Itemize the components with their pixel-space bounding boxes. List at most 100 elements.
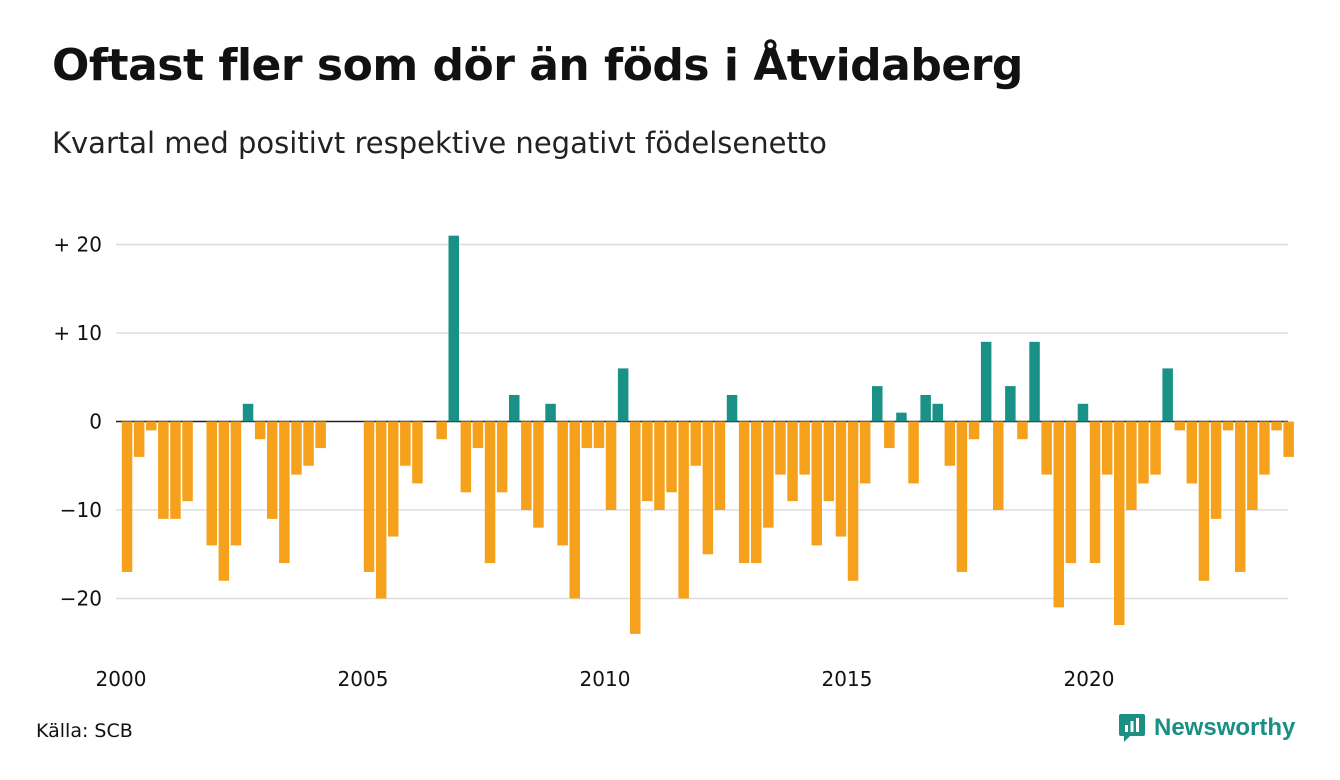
chart-subtitle: Kvartal med positivt respektive negativt… [52, 126, 827, 160]
bar-chart: + 20 + 10 0 −10 −20 2000 2005 2010 2015 2020 [53, 233, 1294, 691]
bar-negative [484, 421, 496, 564]
bar-negative [968, 421, 980, 440]
bar-positive [448, 235, 459, 422]
bar-negative [1053, 421, 1064, 608]
bar-negative [1101, 421, 1113, 475]
x-tick-label: 2010 [580, 667, 631, 691]
bar-negative [363, 421, 375, 572]
bar-positive [932, 403, 943, 422]
bar-positive [1029, 341, 1040, 422]
y-axis-ticks: + 20 + 10 0 −10 −20 [53, 233, 102, 611]
bar-negative [400, 421, 411, 466]
bar-negative [279, 421, 290, 564]
bar-negative [472, 421, 484, 449]
bar-negative [1065, 421, 1077, 564]
bar-negative [666, 421, 677, 493]
bar-negative [533, 421, 544, 528]
bar-positive [1005, 386, 1016, 422]
bar-negative [775, 421, 786, 475]
bar-negative [254, 421, 266, 440]
bar-negative [702, 421, 714, 555]
bar-negative [738, 421, 750, 564]
bar-negative [787, 421, 798, 502]
bar-negative [1138, 421, 1149, 484]
bar-negative [412, 421, 423, 484]
bar-negative [569, 421, 580, 599]
bar-negative [835, 421, 847, 537]
bar-negative [291, 421, 302, 475]
bar-positive [726, 394, 738, 422]
bar-negative [884, 421, 895, 449]
bar-negative [158, 421, 169, 519]
x-tick-label: 2005 [338, 667, 389, 691]
y-tick-label: + 20 [53, 233, 102, 257]
bar-negative [557, 421, 568, 546]
bar-negative [388, 421, 399, 537]
bar-negative [1247, 421, 1258, 510]
bar-positive [920, 394, 931, 422]
bar-negative [121, 421, 133, 572]
bar-negative [1150, 421, 1161, 475]
bar-negative [1283, 421, 1294, 457]
bar-negative [654, 421, 665, 510]
brand-logo: Newsworthy [1118, 712, 1295, 744]
bar-negative [581, 421, 593, 449]
bar-positive [242, 403, 254, 422]
bar-negative [1126, 421, 1137, 510]
bar-positive [509, 394, 520, 422]
bar-negative [690, 421, 701, 466]
y-tick-label: −20 [60, 587, 102, 611]
bar-negative [267, 421, 278, 519]
bar-negative [799, 421, 810, 475]
bar-negative [170, 421, 181, 519]
source-note: Källa: SCB [36, 720, 133, 742]
bar-positive [545, 403, 556, 422]
x-axis-ticks: 2000 2005 2010 2015 2020 [96, 667, 1115, 691]
bar-negative [303, 421, 314, 466]
newsworthy-logo-icon [1119, 714, 1145, 742]
bar-negative [630, 421, 641, 634]
bar-negative [460, 421, 472, 493]
chart-title: Oftast fler som dör än föds i Åtvidaberg [52, 40, 1023, 91]
bar-positive [896, 412, 907, 422]
x-tick-label: 2015 [822, 667, 873, 691]
bar-negative [859, 421, 871, 484]
bar-negative [375, 421, 387, 599]
bar-negative [944, 421, 956, 466]
bar-positive [1077, 403, 1089, 422]
bar-negative [847, 421, 859, 581]
bar-negative [1089, 421, 1101, 564]
bar-negative [436, 421, 447, 440]
bar-negative [1174, 421, 1185, 431]
bar-positive [1162, 368, 1173, 422]
bars [121, 235, 1294, 634]
bar-negative [956, 421, 968, 572]
bar-negative [823, 421, 835, 502]
bar-negative [1235, 421, 1246, 572]
bar-negative [751, 421, 762, 564]
bar-negative [218, 421, 230, 581]
brand-name: Newsworthy [1154, 714, 1296, 741]
bar-negative [678, 421, 689, 599]
bar-negative [1186, 421, 1198, 484]
bar-negative [1222, 421, 1234, 431]
x-tick-label: 2000 [96, 667, 147, 691]
bar-negative [315, 421, 326, 449]
bar-positive [872, 386, 883, 422]
bar-negative [908, 421, 919, 484]
bar-negative [593, 421, 605, 449]
bar-negative [1017, 421, 1028, 440]
bar-negative [763, 421, 774, 528]
bar-negative [1259, 421, 1270, 475]
bar-negative [993, 421, 1004, 510]
bar-positive [617, 368, 629, 422]
bar-negative [230, 421, 242, 546]
x-tick-label: 2020 [1064, 667, 1115, 691]
bar-negative [146, 421, 157, 431]
bar-negative [1041, 421, 1052, 475]
bar-negative [206, 421, 217, 546]
bar-negative [1114, 421, 1125, 626]
bar-negative [605, 421, 617, 510]
bar-negative [811, 421, 822, 546]
bar-negative [714, 421, 726, 510]
